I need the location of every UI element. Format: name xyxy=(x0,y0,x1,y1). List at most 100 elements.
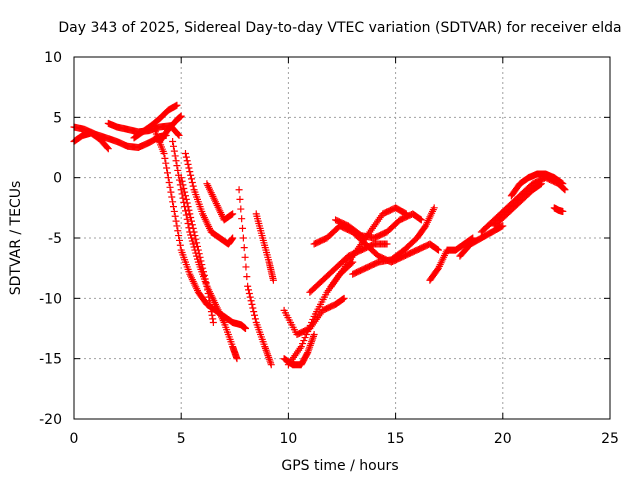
data-point xyxy=(299,340,307,348)
data-point xyxy=(179,181,187,189)
data-point xyxy=(199,268,207,276)
data-point xyxy=(189,240,197,248)
data-point xyxy=(202,279,210,287)
data-point xyxy=(182,211,190,219)
data-point xyxy=(421,223,429,231)
data-point xyxy=(302,331,310,339)
data-point xyxy=(166,183,174,191)
data-point xyxy=(188,178,196,186)
data-point xyxy=(383,240,391,248)
data-point xyxy=(203,282,211,290)
data-point xyxy=(187,231,195,239)
data-point xyxy=(185,224,193,232)
data-point xyxy=(199,264,207,272)
data-point xyxy=(186,168,194,176)
data-point xyxy=(165,178,173,186)
data-point xyxy=(193,242,201,250)
data-point xyxy=(246,293,254,301)
chart-title: Day 343 of 2025, Sidereal Day-to-day VTE… xyxy=(58,20,621,36)
data-point xyxy=(162,159,170,167)
data-point xyxy=(184,203,192,211)
data-point xyxy=(236,195,244,203)
series-sat-n xyxy=(280,294,348,339)
series-sat-u xyxy=(426,234,477,284)
y-axis-label: SDTVAR / TECUs xyxy=(8,181,24,296)
data-point xyxy=(559,180,567,188)
ticks xyxy=(73,56,611,420)
data-point xyxy=(339,295,347,303)
data-point xyxy=(301,334,309,342)
data-point xyxy=(229,234,237,242)
data-point xyxy=(186,210,194,218)
data-point xyxy=(182,195,190,203)
data-point xyxy=(244,282,252,290)
data-point xyxy=(536,181,544,189)
series-sat-y xyxy=(507,170,567,200)
data-point xyxy=(558,179,566,187)
data-point xyxy=(191,232,199,240)
data-point xyxy=(187,217,195,225)
data-point xyxy=(499,222,507,230)
data-point xyxy=(434,245,442,253)
data-point xyxy=(251,315,259,323)
series-sat-t xyxy=(349,204,438,278)
data-point xyxy=(175,236,183,244)
data-point xyxy=(173,162,181,170)
data-point xyxy=(242,325,250,332)
data-point xyxy=(207,308,215,316)
points xyxy=(70,101,569,369)
data-point xyxy=(187,171,195,179)
x-axis-label: GPS time / hours xyxy=(281,458,398,474)
series-sat-l xyxy=(252,210,277,284)
data-point xyxy=(249,304,257,312)
series-sat-x xyxy=(490,180,545,230)
data-point xyxy=(171,212,179,220)
data-point xyxy=(196,253,204,261)
series-sat-e xyxy=(156,112,185,145)
data-point xyxy=(204,290,212,298)
data-point xyxy=(310,331,318,339)
data-point xyxy=(174,166,182,174)
data-point xyxy=(189,182,197,190)
x-tick-label: 25 xyxy=(601,431,619,447)
data-point xyxy=(498,223,506,231)
data-point xyxy=(267,361,275,369)
data-point xyxy=(206,297,214,305)
data-point xyxy=(181,150,189,158)
data-point xyxy=(430,204,438,212)
series-sat-i xyxy=(181,150,237,248)
data-point xyxy=(433,245,441,253)
data-point xyxy=(416,215,424,223)
data-point xyxy=(300,337,308,345)
data-point xyxy=(183,199,191,207)
data-point xyxy=(182,153,190,161)
series-sat-j xyxy=(203,180,237,224)
data-point xyxy=(245,290,253,298)
data-point xyxy=(305,325,313,332)
data-point xyxy=(167,188,175,196)
data-point xyxy=(163,169,171,177)
series-sat-b xyxy=(70,129,112,153)
data-point xyxy=(103,144,111,152)
data-point xyxy=(242,263,250,271)
data-point xyxy=(195,250,203,258)
data-point xyxy=(250,308,258,316)
data-point xyxy=(169,137,177,145)
data-point xyxy=(227,211,235,219)
data-point xyxy=(416,215,424,223)
data-point xyxy=(306,321,314,329)
data-point xyxy=(185,164,193,172)
y-tick-label: -15 xyxy=(39,352,62,368)
data-point xyxy=(193,239,201,247)
data-point xyxy=(245,286,253,294)
data-point xyxy=(241,253,249,261)
data-point xyxy=(185,206,193,214)
data-point xyxy=(172,157,180,165)
data-point xyxy=(172,217,180,225)
data-point xyxy=(561,186,569,194)
data-point xyxy=(243,273,251,281)
data-point xyxy=(537,180,545,188)
series-sat-v xyxy=(456,222,507,260)
data-point xyxy=(251,311,259,319)
x-tick-label: 5 xyxy=(177,431,186,447)
